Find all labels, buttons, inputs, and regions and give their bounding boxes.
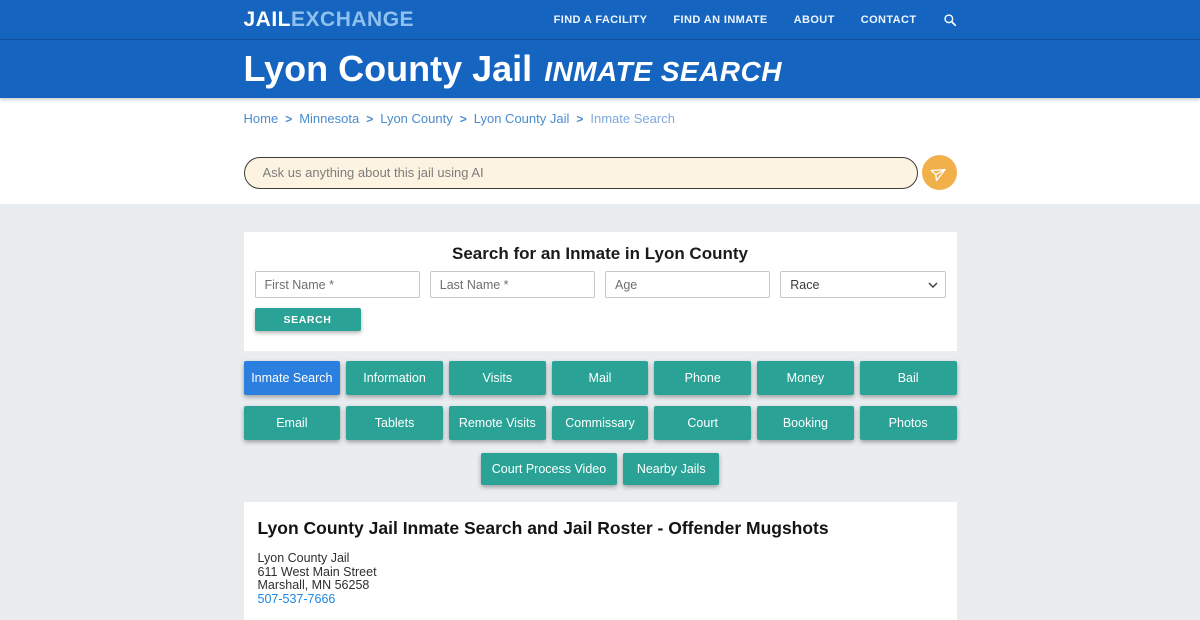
tab-money[interactable]: Money xyxy=(757,361,854,395)
facility-tabs-row3: Court Process Video Nearby Jails xyxy=(244,453,957,485)
race-select[interactable]: Race xyxy=(780,271,946,298)
tab-information[interactable]: Information xyxy=(346,361,443,395)
jail-address: Lyon County Jail 611 West Main Street Ma… xyxy=(257,551,943,606)
ai-search-input[interactable] xyxy=(243,156,918,189)
breadcrumb-separator: > xyxy=(576,112,584,126)
breadcrumb-minnesota[interactable]: Minnesota xyxy=(299,111,360,126)
tab-email[interactable]: Email xyxy=(243,406,341,440)
tab-phone[interactable]: Phone xyxy=(654,361,752,395)
jail-address-street: 611 West Main Street xyxy=(257,564,377,579)
nav-contact[interactable]: CONTACT xyxy=(860,13,917,26)
inmate-search-form-card: Search for an Inmate in Lyon County Race… xyxy=(243,232,957,351)
main-content: Search for an Inmate in Lyon County Race… xyxy=(0,204,1200,620)
ai-send-button[interactable] xyxy=(921,155,957,190)
ai-search-row xyxy=(243,155,957,190)
tab-court[interactable]: Court xyxy=(654,406,752,440)
jail-phone-link[interactable]: 507-537-7666 xyxy=(257,591,336,606)
logo-text-exchange: EXCHANGE xyxy=(291,7,415,31)
page-title-subtitle: INMATE SEARCH xyxy=(544,56,782,87)
search-button[interactable]: SEARCH xyxy=(254,308,361,331)
nav-about[interactable]: ABOUT xyxy=(793,13,835,26)
breadcrumb-separator: > xyxy=(285,112,293,126)
breadcrumb-lyon-county[interactable]: Lyon County xyxy=(380,111,453,126)
tab-inmate-search[interactable]: Inmate Search xyxy=(243,361,341,395)
breadcrumb-current: Inmate Search xyxy=(590,111,675,126)
nav-find-a-facility[interactable]: FIND A FACILITY xyxy=(553,13,648,26)
search-form-fields: Race xyxy=(254,271,946,298)
breadcrumb-separator: > xyxy=(366,112,374,126)
page-banner: Lyon County Jail INMATE SEARCH xyxy=(0,40,1200,98)
jail-address-city: Marshall, MN 56258 xyxy=(257,578,370,592)
page-title-main: Lyon County Jail xyxy=(243,48,533,89)
breadcrumb-search-strip: Home > Minnesota > Lyon County > Lyon County J… xyxy=(0,98,1200,204)
first-name-field[interactable] xyxy=(254,271,420,298)
tab-photos[interactable]: Photos xyxy=(859,406,957,440)
tab-tablets[interactable]: Tablets xyxy=(346,406,443,440)
tab-bail[interactable]: Bail xyxy=(859,361,957,395)
nav-find-an-inmate[interactable]: FIND AN INMATE xyxy=(673,13,768,26)
top-header: JAILEXCHANGE FIND A FACILITY FIND AN INM… xyxy=(0,0,1200,40)
facility-tabs-grid: Inmate Search Information Visits Mail Ph… xyxy=(243,361,957,440)
age-field[interactable] xyxy=(605,271,771,298)
logo-text-jail: JAIL xyxy=(243,7,292,31)
page-title: Lyon County Jail INMATE SEARCH xyxy=(244,51,957,87)
tab-nearby-jails[interactable]: Nearby Jails xyxy=(623,453,720,485)
search-icon[interactable] xyxy=(943,13,957,27)
breadcrumb-lyon-county-jail[interactable]: Lyon County Jail xyxy=(473,111,570,126)
search-form-title: Search for an Inmate in Lyon County xyxy=(452,244,748,263)
jail-info-card: Lyon County Jail Inmate Search and Jail … xyxy=(243,502,957,620)
tab-court-process-video[interactable]: Court Process Video xyxy=(480,453,618,485)
jail-info-heading: Lyon County Jail Inmate Search and Jail … xyxy=(257,518,829,538)
tab-visits[interactable]: Visits xyxy=(448,361,546,395)
jail-address-name: Lyon County Jail xyxy=(257,551,350,565)
breadcrumb-home[interactable]: Home xyxy=(243,111,279,126)
tab-remote-visits[interactable]: Remote Visits xyxy=(448,406,546,440)
tab-booking[interactable]: Booking xyxy=(757,406,854,440)
tab-commissary[interactable]: Commissary xyxy=(551,406,649,440)
site-logo[interactable]: JAILEXCHANGE xyxy=(244,8,415,32)
last-name-field[interactable] xyxy=(429,271,595,298)
breadcrumb: Home > Minnesota > Lyon County > Lyon County J… xyxy=(243,111,957,127)
tab-mail[interactable]: Mail xyxy=(551,361,649,395)
top-navigation: FIND A FACILITY FIND AN INMATE ABOUT CON… xyxy=(554,13,957,27)
paper-plane-icon xyxy=(930,164,948,182)
breadcrumb-separator: > xyxy=(459,112,467,126)
